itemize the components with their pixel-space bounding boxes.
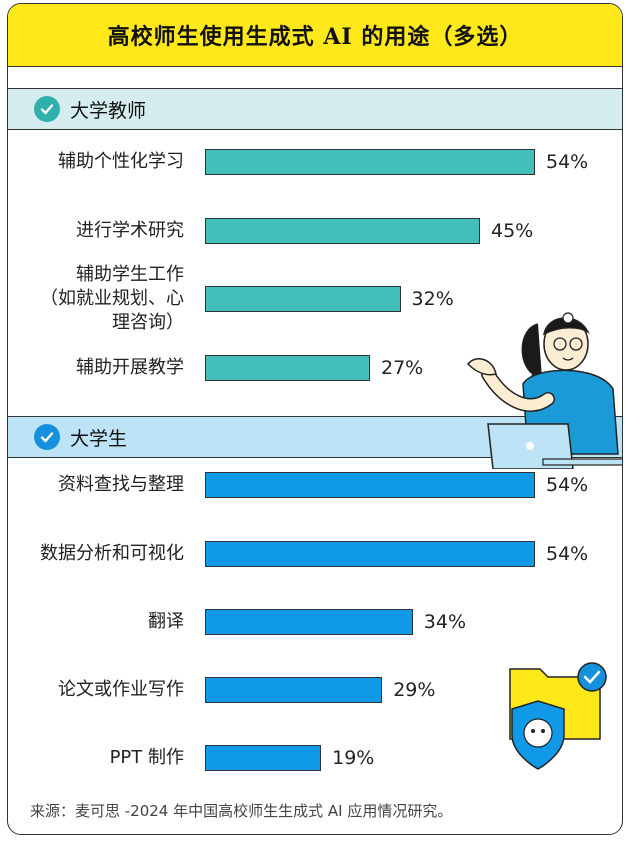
category-label: 论文或作业写作: [58, 679, 184, 700]
value-label: 29%: [393, 679, 436, 701]
source-note: 来源：麦可思 -2024 年中国高校师生生成式 AI 应用情况研究。: [30, 802, 453, 820]
value-label: 19%: [332, 747, 375, 769]
bar: [205, 745, 322, 771]
group-header-teachers: 大学教师: [8, 88, 622, 130]
chart-title: 高校师生使用生成式 AI 的用途（多选）: [107, 24, 523, 50]
value-label: 54%: [546, 151, 589, 173]
category-label: 辅助个性化学习: [58, 151, 184, 172]
folder-ai-shield-illustration: [509, 662, 607, 770]
category-label: 进行学术研究: [76, 220, 184, 241]
value-label: 32%: [411, 288, 454, 310]
value-label: 45%: [491, 220, 534, 242]
value-label: 54%: [546, 474, 589, 496]
title-bar: 高校师生使用生成式 AI 的用途（多选）: [8, 4, 622, 67]
bar: [205, 677, 383, 703]
bar: [205, 609, 413, 635]
category-label: 数据分析和可视化: [40, 543, 184, 564]
category-label: 辅助学生工作 （如就业规划、心 理咨询）: [40, 264, 184, 333]
check-circle-icon: [34, 96, 60, 122]
bar: [205, 355, 370, 381]
teacher-laptop-illustration: [466, 312, 622, 469]
bar: [205, 218, 480, 244]
category-label: 辅助开展教学: [76, 357, 184, 378]
value-label: 34%: [423, 611, 466, 633]
category-label: 资料查找与整理: [58, 474, 184, 495]
value-label: 54%: [546, 543, 589, 565]
check-circle-icon: [34, 424, 60, 450]
group-label: 大学生: [70, 427, 128, 450]
chart-card: 高校师生使用生成式 AI 的用途（多选） 大学教师 大学生 辅助个性化学习 54%…: [7, 3, 623, 835]
group-label: 大学教师: [70, 99, 147, 122]
category-label: 翻译: [148, 611, 184, 632]
value-label: 27%: [381, 357, 424, 379]
category-label: PPT 制作: [109, 747, 184, 768]
bar: [205, 286, 401, 312]
bar: [205, 541, 535, 567]
bar: [205, 472, 535, 498]
bar: [205, 149, 535, 175]
